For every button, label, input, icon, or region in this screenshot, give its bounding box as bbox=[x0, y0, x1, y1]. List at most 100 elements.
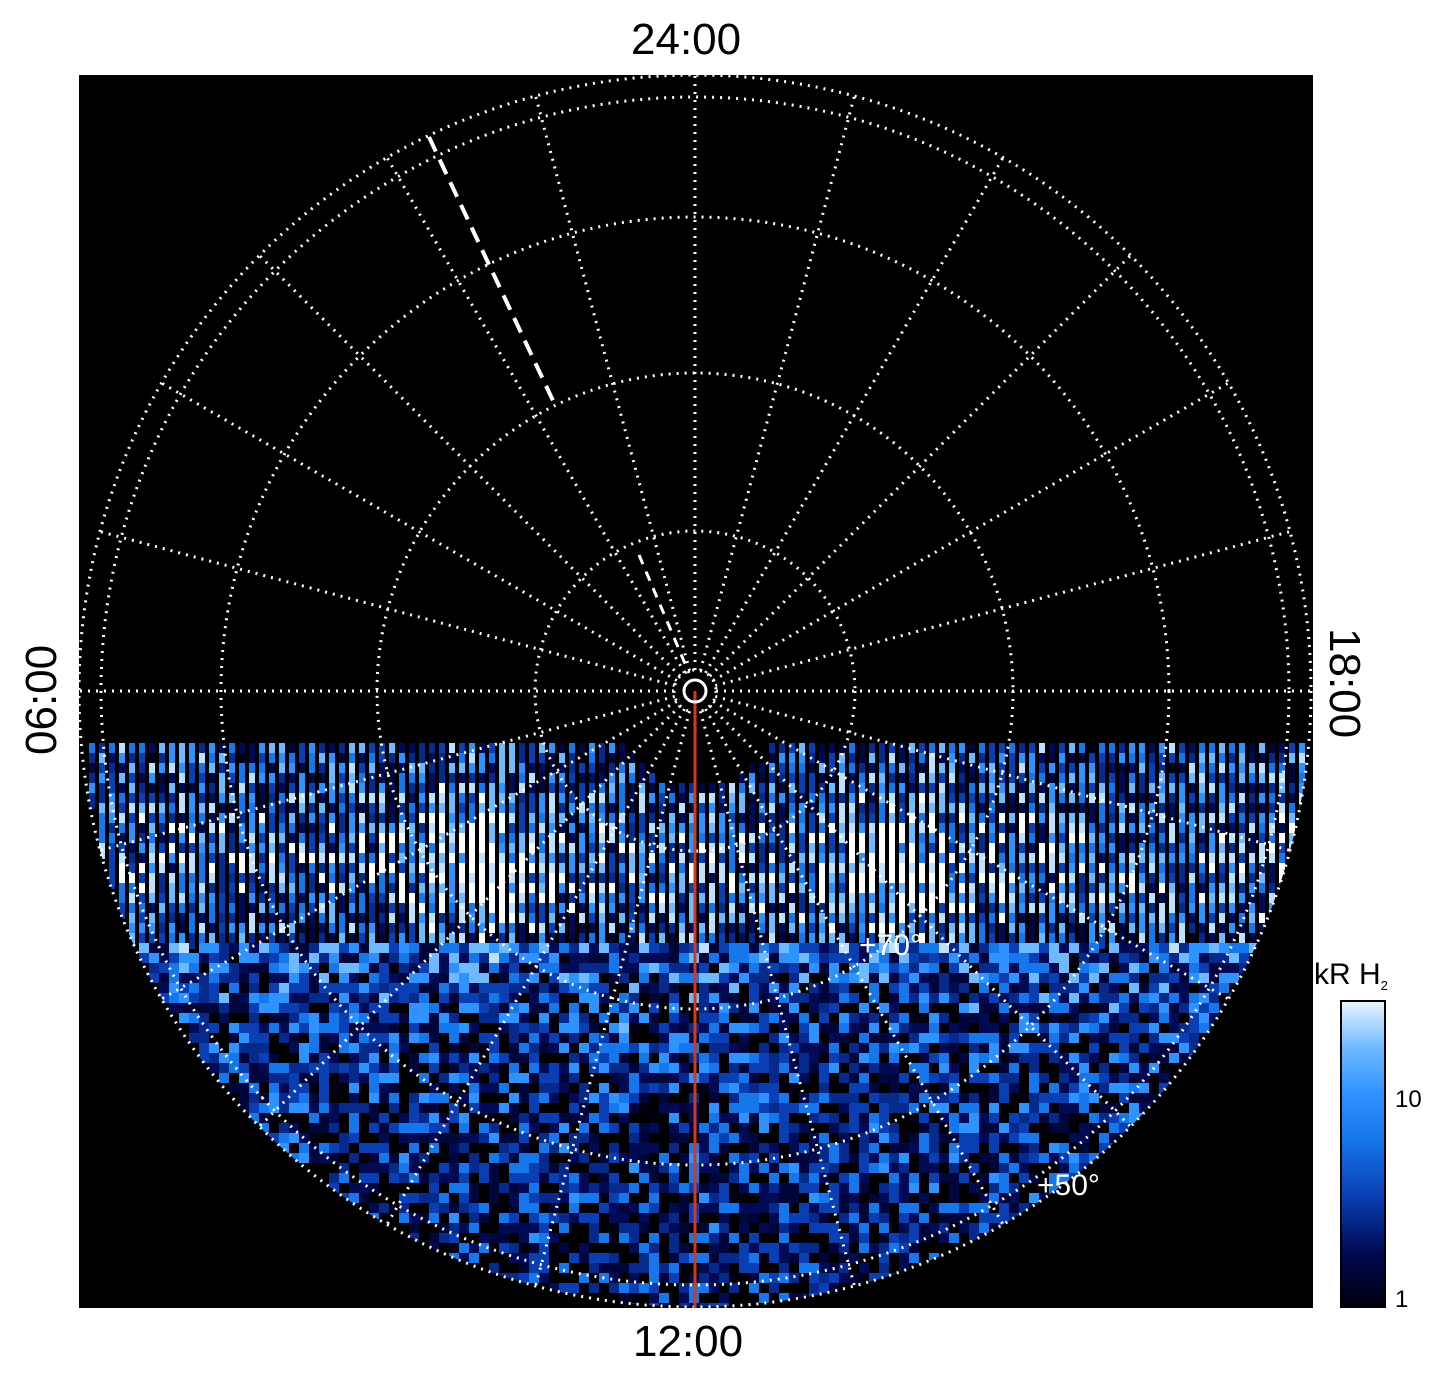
emission-pixel bbox=[799, 773, 805, 789]
emission-pixel bbox=[1019, 1013, 1029, 1023]
emission-pixel bbox=[329, 1033, 339, 1043]
emission-pixel bbox=[689, 883, 695, 899]
emission-pixel bbox=[469, 883, 475, 899]
emission-pixel bbox=[769, 1003, 779, 1013]
emission-pixel bbox=[1049, 1053, 1059, 1063]
emission-pixel bbox=[159, 983, 169, 993]
emission-pixel bbox=[409, 1133, 419, 1143]
emission-pixel bbox=[479, 743, 485, 759]
emission-pixel bbox=[659, 823, 665, 839]
emission-pixel bbox=[1049, 943, 1059, 953]
emission-pixel bbox=[619, 1053, 629, 1063]
emission-pixel bbox=[379, 973, 389, 983]
emission-pixel bbox=[1079, 1123, 1089, 1133]
emission-pixel bbox=[699, 1063, 709, 1073]
emission-pixel bbox=[1189, 843, 1195, 859]
emission-pixel bbox=[149, 833, 155, 849]
emission-pixel bbox=[829, 1113, 839, 1123]
emission-pixel bbox=[869, 1113, 879, 1123]
emission-pixel bbox=[679, 963, 689, 973]
emission-pixel bbox=[1019, 783, 1025, 799]
emission-pixel bbox=[979, 843, 985, 859]
emission-pixel bbox=[459, 973, 469, 983]
emission-pixel bbox=[979, 873, 985, 889]
emission-pixel bbox=[409, 1023, 419, 1033]
emission-pixel bbox=[799, 1243, 809, 1253]
emission-pixel bbox=[799, 933, 805, 949]
emission-pixel bbox=[709, 1263, 719, 1273]
emission-pixel bbox=[519, 1163, 529, 1173]
emission-pixel bbox=[719, 843, 725, 859]
emission-pixel bbox=[589, 1183, 599, 1193]
emission-pixel bbox=[849, 1043, 859, 1053]
emission-pixel bbox=[1029, 833, 1035, 849]
emission-pixel bbox=[1019, 873, 1025, 889]
emission-pixel bbox=[259, 813, 265, 829]
emission-pixel bbox=[579, 883, 585, 899]
emission-pixel bbox=[489, 983, 499, 993]
emission-pixel bbox=[1029, 1013, 1039, 1023]
emission-pixel bbox=[899, 933, 905, 949]
emission-pixel bbox=[879, 913, 885, 929]
emission-pixel bbox=[329, 1063, 339, 1073]
emission-pixel bbox=[1089, 993, 1099, 1003]
emission-pixel bbox=[729, 1023, 739, 1033]
emission-pixel bbox=[499, 753, 505, 769]
emission-pixel bbox=[869, 1053, 879, 1063]
emission-pixel bbox=[319, 843, 325, 859]
emission-pixel bbox=[339, 793, 345, 809]
emission-pixel bbox=[1039, 793, 1045, 809]
emission-pixel bbox=[149, 853, 155, 869]
emission-pixel bbox=[379, 1023, 389, 1033]
emission-pixel bbox=[539, 1023, 549, 1033]
emission-pixel bbox=[939, 923, 945, 939]
emission-pixel bbox=[1229, 763, 1235, 779]
emission-pixel bbox=[929, 763, 935, 779]
emission-pixel bbox=[529, 1033, 539, 1043]
emission-pixel bbox=[689, 913, 695, 929]
emission-pixel bbox=[1249, 773, 1255, 789]
emission-pixel bbox=[1199, 763, 1205, 779]
emission-pixel bbox=[1079, 773, 1085, 789]
emission-pixel bbox=[1149, 763, 1155, 779]
emission-pixel bbox=[1289, 793, 1295, 809]
emission-pixel bbox=[1039, 783, 1045, 799]
emission-pixel bbox=[289, 783, 295, 799]
emission-pixel bbox=[829, 943, 839, 953]
emission-pixel bbox=[539, 853, 545, 869]
emission-pixel bbox=[679, 953, 689, 963]
emission-pixel bbox=[869, 823, 875, 839]
emission-pixel bbox=[559, 903, 565, 919]
emission-pixel bbox=[499, 993, 509, 1003]
emission-pixel bbox=[469, 763, 475, 779]
emission-pixel bbox=[1199, 743, 1205, 759]
emission-pixel bbox=[559, 783, 565, 799]
latitude-label-50: +50° bbox=[1037, 1169, 1100, 1202]
emission-pixel bbox=[679, 883, 685, 899]
longitude-spoke bbox=[704, 156, 1005, 674]
emission-pixel bbox=[1019, 1203, 1029, 1213]
emission-pixel bbox=[339, 773, 345, 789]
emission-pixel bbox=[549, 1023, 559, 1033]
emission-pixel bbox=[1159, 913, 1165, 929]
emission-pixel bbox=[669, 983, 679, 993]
emission-pixel bbox=[989, 1173, 999, 1183]
emission-pixel bbox=[549, 1043, 559, 1053]
emission-pixel bbox=[799, 753, 805, 769]
emission-pixel bbox=[669, 1073, 679, 1083]
emission-pixel bbox=[189, 933, 195, 949]
emission-pixel bbox=[1089, 803, 1095, 819]
emission-pixel bbox=[989, 1153, 999, 1163]
emission-pixel bbox=[1019, 1133, 1029, 1143]
emission-pixel bbox=[1019, 823, 1025, 839]
emission-pixel bbox=[139, 893, 145, 909]
emission-pixel bbox=[99, 763, 105, 779]
emission-pixel bbox=[1099, 883, 1105, 899]
emission-pixel bbox=[469, 813, 475, 829]
emission-pixel bbox=[1139, 943, 1149, 953]
emission-pixel bbox=[639, 973, 649, 983]
emission-pixel bbox=[889, 833, 895, 849]
emission-pixel bbox=[289, 1003, 299, 1013]
emission-pixel bbox=[339, 833, 345, 849]
emission-pixel bbox=[719, 1203, 729, 1213]
